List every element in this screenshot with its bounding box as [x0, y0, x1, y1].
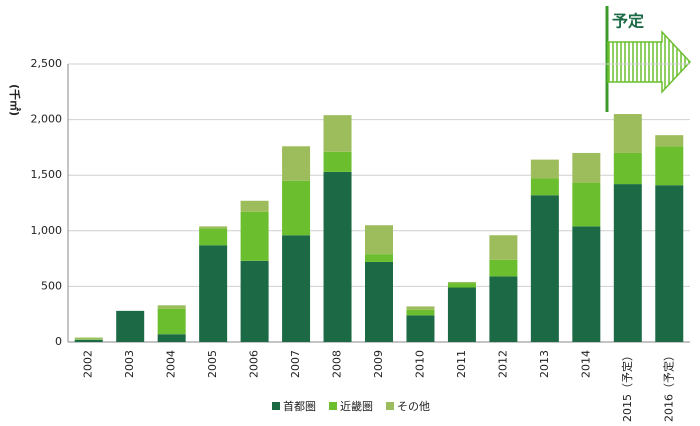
- bar-segment: [74, 339, 103, 342]
- bar-segment: [365, 225, 393, 255]
- forecast-arrow: [607, 30, 692, 94]
- bar-segment: [199, 228, 228, 246]
- y-tick-label: 2,000: [31, 113, 63, 126]
- bar-segment: [447, 283, 476, 288]
- y-tick-label: 1,000: [31, 224, 63, 237]
- x-tick-label: 2006: [248, 350, 261, 378]
- bar-segment: [116, 310, 145, 342]
- bar-segment: [489, 276, 518, 342]
- bar-segment: [323, 151, 352, 172]
- legend-swatch: [386, 402, 394, 410]
- bar-segment: [240, 211, 269, 261]
- bar-segment: [199, 245, 228, 342]
- legend-label: その他: [397, 400, 430, 413]
- x-tick-label: 2013: [538, 350, 551, 378]
- y-tick-label: 500: [41, 279, 62, 292]
- bar-segment: [406, 309, 435, 316]
- x-tick-label: 2005: [206, 350, 219, 378]
- bar-segment: [240, 200, 269, 212]
- x-tick-label: 2007: [289, 350, 302, 378]
- x-tick-label: 2008: [331, 350, 344, 378]
- legend-label: 首都圏: [283, 399, 316, 413]
- bar-segment: [655, 185, 684, 342]
- y-axis-label: (千㎡): [8, 84, 22, 116]
- x-tick-label: 2009: [372, 350, 385, 378]
- bar-segment: [282, 180, 311, 236]
- bar-segment: [157, 308, 186, 335]
- bar-segment: [613, 184, 642, 342]
- bar-segment: [74, 337, 103, 340]
- x-tick-label: 2011: [455, 350, 468, 378]
- bar-segment: [447, 281, 476, 284]
- x-tick-label: 2015（予定）: [620, 350, 634, 422]
- x-tick-label: 2002: [82, 350, 95, 378]
- annotation: 予定: [612, 12, 644, 31]
- y-tick-label: 2,500: [31, 57, 63, 70]
- x-tick-label: 2016（予定）: [661, 350, 675, 422]
- bar-segment: [199, 226, 228, 229]
- x-tick-label: 2003: [123, 350, 136, 378]
- bar-segment: [572, 182, 601, 227]
- bar-segment: [406, 306, 435, 310]
- bar-segment: [530, 195, 559, 342]
- bar-segment: [323, 115, 352, 152]
- bar-segment: [613, 152, 642, 185]
- y-tick-label: 0: [55, 335, 62, 348]
- bar-segment: [282, 146, 311, 181]
- y-tick-label: 1,500: [31, 168, 63, 181]
- bar-segment: [613, 114, 642, 153]
- bar-segment: [157, 305, 186, 309]
- legend-swatch: [272, 402, 280, 410]
- bar-segment: [655, 146, 684, 186]
- bar-segment: [530, 159, 559, 179]
- bar-segment: [74, 339, 103, 340]
- bar-segment: [572, 226, 601, 342]
- x-tick-label: 2010: [413, 350, 426, 378]
- bar-segment: [365, 261, 393, 342]
- bar-segment: [489, 259, 518, 277]
- bar-segment: [157, 334, 186, 342]
- bar-segment: [447, 287, 476, 342]
- bar-segment: [240, 260, 269, 342]
- bar-segment: [530, 178, 559, 196]
- bar-segment: [572, 152, 601, 183]
- bar-segment: [406, 315, 435, 342]
- bar-segment: [365, 254, 393, 262]
- legend-label: 近畿圏: [340, 399, 373, 413]
- bar-segment: [655, 135, 684, 147]
- bar-segment: [323, 171, 352, 342]
- legend-swatch: [329, 402, 337, 410]
- bar-segment: [489, 235, 518, 260]
- x-tick-label: 2004: [165, 350, 178, 378]
- x-tick-label: 2012: [496, 350, 509, 378]
- bar-segment: [282, 235, 311, 342]
- x-tick-label: 2014: [579, 350, 592, 378]
